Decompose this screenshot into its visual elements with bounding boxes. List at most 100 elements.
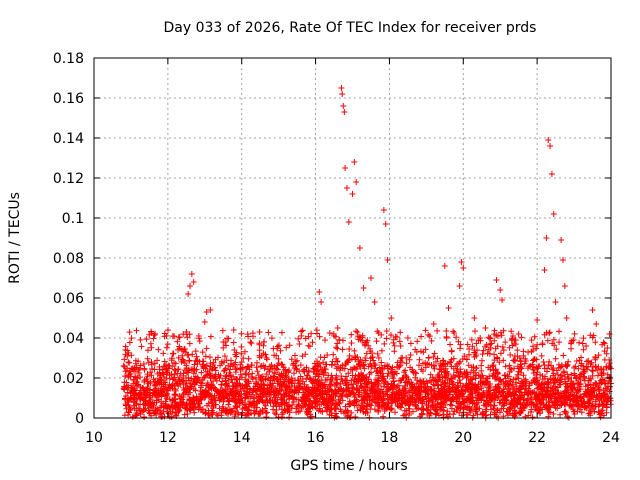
roti-noise-point <box>578 393 585 400</box>
roti-noise-point <box>492 345 499 352</box>
roti-noise-point <box>283 344 290 351</box>
roti-noise-point <box>489 363 496 370</box>
roti-noise-point <box>465 395 472 402</box>
roti-noise-point <box>318 394 325 401</box>
roti-peak-point <box>604 345 611 351</box>
roti-peak-point <box>168 371 175 377</box>
roti-noise-point <box>571 370 578 377</box>
roti-noise-point <box>226 406 233 413</box>
roti-peak-point <box>460 265 467 271</box>
roti-noise-point <box>428 337 435 344</box>
roti-noise-point <box>286 384 293 391</box>
roti-noise-point <box>441 373 448 380</box>
roti-noise-point <box>590 403 597 410</box>
roti-noise-point <box>275 414 282 421</box>
roti-noise-point <box>557 411 564 418</box>
roti-noise-point <box>363 403 370 410</box>
roti-noise-point <box>310 388 317 395</box>
roti-noise-point <box>275 342 282 349</box>
roti-noise-point <box>193 353 200 360</box>
roti-noise-point <box>160 383 167 390</box>
roti-noise-point <box>592 356 599 363</box>
roti-noise-point <box>451 384 458 391</box>
roti-noise-point <box>258 362 265 369</box>
roti-noise-point <box>530 377 537 384</box>
roti-noise-point <box>438 400 445 407</box>
roti-noise-point <box>192 381 199 388</box>
roti-noise-point <box>491 351 498 358</box>
roti-noise-point <box>138 391 145 398</box>
roti-noise-point <box>391 396 398 403</box>
roti-noise-point <box>485 334 492 341</box>
roti-noise-point <box>498 332 505 339</box>
roti-noise-point <box>451 329 458 336</box>
roti-noise-point <box>485 364 492 371</box>
roti-noise-point <box>450 380 457 387</box>
roti-noise-point <box>253 378 260 385</box>
roti-noise-point <box>363 381 370 388</box>
roti-noise-point <box>180 348 187 355</box>
roti-noise-point <box>348 389 355 396</box>
roti-noise-point <box>606 331 613 338</box>
roti-noise-point <box>271 397 278 404</box>
roti-noise-point <box>128 335 135 342</box>
roti-noise-point <box>407 393 414 400</box>
roti-peak-point <box>384 257 391 263</box>
roti-noise-point <box>542 392 549 399</box>
roti-noise-point <box>352 354 359 361</box>
roti-peak-point <box>456 283 463 289</box>
roti-noise-point <box>415 362 422 369</box>
roti-noise-point <box>198 369 205 376</box>
roti-noise-point <box>586 400 593 407</box>
roti-noise-point <box>572 374 579 381</box>
roti-noise-point <box>472 369 479 376</box>
roti-noise-point <box>199 361 206 368</box>
roti-noise-point <box>147 340 154 347</box>
roti-noise-point <box>306 375 313 382</box>
roti-noise-point <box>533 345 540 352</box>
roti-noise-point <box>167 385 174 392</box>
roti-noise-point <box>591 408 598 415</box>
roti-noise-point <box>242 382 249 389</box>
roti-noise-point <box>351 347 358 354</box>
roti-noise-point <box>457 341 464 348</box>
roti-noise-point <box>206 371 213 378</box>
roti-noise-point <box>241 348 248 355</box>
roti-noise-point <box>440 357 447 364</box>
roti-noise-point <box>373 338 380 345</box>
roti-noise-point <box>391 371 398 378</box>
roti-noise-point <box>578 354 585 361</box>
roti-noise-point <box>462 404 469 411</box>
roti-noise-point <box>469 343 476 350</box>
roti-peak-point <box>231 347 238 353</box>
roti-noise-point <box>280 409 287 416</box>
roti-noise-point <box>260 389 267 396</box>
roti-noise-point <box>397 377 404 384</box>
roti-noise-point <box>219 327 226 334</box>
roti-noise-point <box>355 358 362 365</box>
roti-noise-point <box>368 363 375 370</box>
roti-noise-point <box>238 391 245 398</box>
roti-noise-point <box>435 385 442 392</box>
roti-noise-point <box>545 408 552 415</box>
roti-noise-point <box>227 409 234 416</box>
roti-noise-point <box>509 332 516 339</box>
roti-noise-point <box>486 335 493 342</box>
roti-noise-point <box>311 394 318 401</box>
roti-noise-point <box>176 374 183 381</box>
roti-noise-point <box>296 408 303 415</box>
roti-noise-point <box>235 397 242 404</box>
roti-noise-point <box>465 362 472 369</box>
roti-noise-point <box>550 380 557 387</box>
roti-noise-point <box>466 351 473 358</box>
roti-noise-point <box>251 394 258 401</box>
roti-noise-point <box>416 356 423 363</box>
roti-noise-point <box>550 410 557 417</box>
roti-noise-point <box>515 375 522 382</box>
roti-noise-point <box>447 401 454 408</box>
roti-noise-point <box>491 411 498 418</box>
roti-noise-point <box>434 382 441 389</box>
roti-noise-point <box>557 364 564 371</box>
roti-noise-point <box>140 394 147 401</box>
roti-noise-point <box>147 369 154 376</box>
